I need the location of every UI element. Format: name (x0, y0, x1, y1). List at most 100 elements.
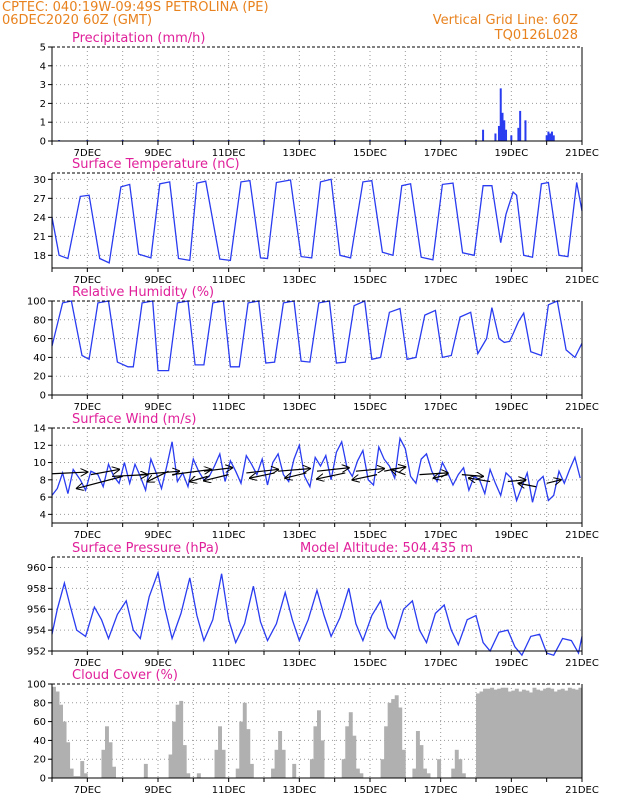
cloud-bar (426, 773, 431, 778)
cloud-bar (271, 768, 275, 778)
precipitation-xtick-label: 7DEC (74, 148, 101, 159)
cloud-bar (525, 690, 530, 778)
pressure-ytick-label: 952 (27, 647, 46, 658)
cloud-ytick-label: 0 (40, 774, 46, 785)
precipitation-bar (494, 133, 497, 141)
cloud-bar (274, 749, 279, 778)
precipitation-bar (547, 131, 550, 141)
humidity-ytick-label: 20 (33, 372, 46, 383)
temperature-xtick-label: 19DEC (494, 275, 528, 286)
wind-xtick-label: 19DEC (494, 530, 528, 541)
wind-vector-arrow (391, 469, 406, 474)
cloud-bar (550, 688, 555, 778)
precipitation-bar (505, 129, 508, 141)
cloud-bar (186, 773, 191, 778)
cloud-bar (278, 731, 283, 778)
cloud-bar (536, 689, 540, 778)
temperature-xtick-label: 15DEC (353, 275, 387, 286)
precipitation-bar (482, 129, 485, 141)
temperature-ytick-label: 27 (33, 194, 46, 205)
cloud-bar (175, 704, 180, 778)
pressure-ytick-label: 954 (27, 626, 46, 637)
wind-vector-arrow (285, 472, 307, 478)
precipitation-bar (503, 120, 506, 141)
wind-xtick-label: 9DEC (144, 530, 171, 541)
cloud-bar (454, 749, 459, 778)
precipitation-xtick-label: 19DEC (494, 148, 528, 159)
cloud-bar (476, 693, 480, 778)
temperature-xtick-label: 7DEC (74, 275, 101, 286)
cloud-bar (553, 691, 558, 778)
wind-xtick-label: 21DEC (565, 530, 599, 541)
wind-ytick-label: 12 (33, 441, 46, 452)
cloud-bar (66, 742, 71, 778)
cloud-bar (242, 702, 247, 778)
cloud-bar (143, 763, 148, 778)
precipitation-title: Precipitation (mm/h) (72, 31, 205, 46)
pressure-xtick-label: 17DEC (424, 658, 458, 669)
cloud-bar (172, 721, 177, 778)
cloud-bar (578, 687, 583, 778)
wind-vector-arrow (203, 468, 232, 471)
temperature-xtick-label: 21DEC (565, 275, 599, 286)
wind-ytick-label: 6 (40, 493, 46, 504)
precipitation-xtick-label: 15DEC (353, 148, 387, 159)
cloud-ytick-label: 40 (33, 736, 46, 747)
temperature-ytick-label: 24 (33, 213, 46, 224)
cloud-bar (401, 749, 406, 778)
cloud-bar (55, 691, 60, 778)
cloud-bar (348, 712, 353, 778)
cloud-bar (218, 726, 222, 778)
cloud-xtick-label: 17DEC (424, 785, 458, 796)
cloud-bar (564, 690, 569, 778)
precipitation-bar (510, 135, 513, 141)
cloud-bar (398, 707, 403, 778)
cloud-bar (539, 690, 544, 778)
cloud-xtick-label: 21DEC (565, 785, 599, 796)
cloud-bar (239, 721, 244, 778)
wind-line (51, 436, 581, 503)
pressure-xtick-label: 13DEC (282, 658, 316, 669)
cloud-bar (567, 687, 572, 778)
cloud-bar (341, 759, 346, 778)
cloud-bar (281, 749, 286, 778)
humidity-title: Relative Humidity (%) (72, 285, 214, 300)
cloud-bar (483, 688, 487, 778)
pressure-xtick-label: 19DEC (494, 658, 528, 669)
cloud-ytick-label: 100 (27, 680, 46, 691)
wind-vector-arrow (316, 468, 349, 471)
cloud-bar (419, 745, 424, 778)
cloud-bar (235, 768, 240, 778)
humidity-ytick-label: 0 (40, 391, 46, 402)
cloud-bar (168, 754, 173, 778)
cloud-bar (108, 742, 113, 778)
precipitation-xtick-label: 17DEC (424, 148, 458, 159)
cloud-bar (387, 702, 392, 778)
precipitation-ytick-label: 5 (40, 43, 46, 54)
wind-vector-arrow (250, 472, 275, 478)
precipitation-bar (550, 131, 553, 141)
humidity-xtick-label: 11DEC (212, 402, 246, 413)
wind-vector-arrow (51, 472, 87, 474)
cloud-bar (345, 726, 350, 778)
cloud-bar (73, 776, 78, 778)
cloud-bar (391, 699, 396, 778)
precipitation-bar (501, 112, 504, 141)
cloud-bar (507, 691, 512, 778)
wind-ytick-label: 8 (40, 475, 46, 486)
cloud-bar (309, 759, 314, 778)
precipitation-bar (519, 110, 522, 141)
wind-vector-arrow (90, 469, 119, 476)
cloud-bar (62, 721, 67, 778)
wind-vector-arrow (246, 469, 278, 472)
cloud-bar (80, 761, 85, 778)
humidity-xtick-label: 17DEC (424, 402, 458, 413)
precipitation-bar (517, 127, 520, 141)
cloud-bar (320, 740, 325, 778)
precipitation-bar (549, 133, 552, 141)
precipitation-ytick-label: 1 (40, 118, 46, 129)
temperature-title: Surface Temperature (nC) (72, 157, 240, 172)
wind-vector-arrow (204, 474, 229, 481)
cloud-bar (486, 688, 491, 778)
